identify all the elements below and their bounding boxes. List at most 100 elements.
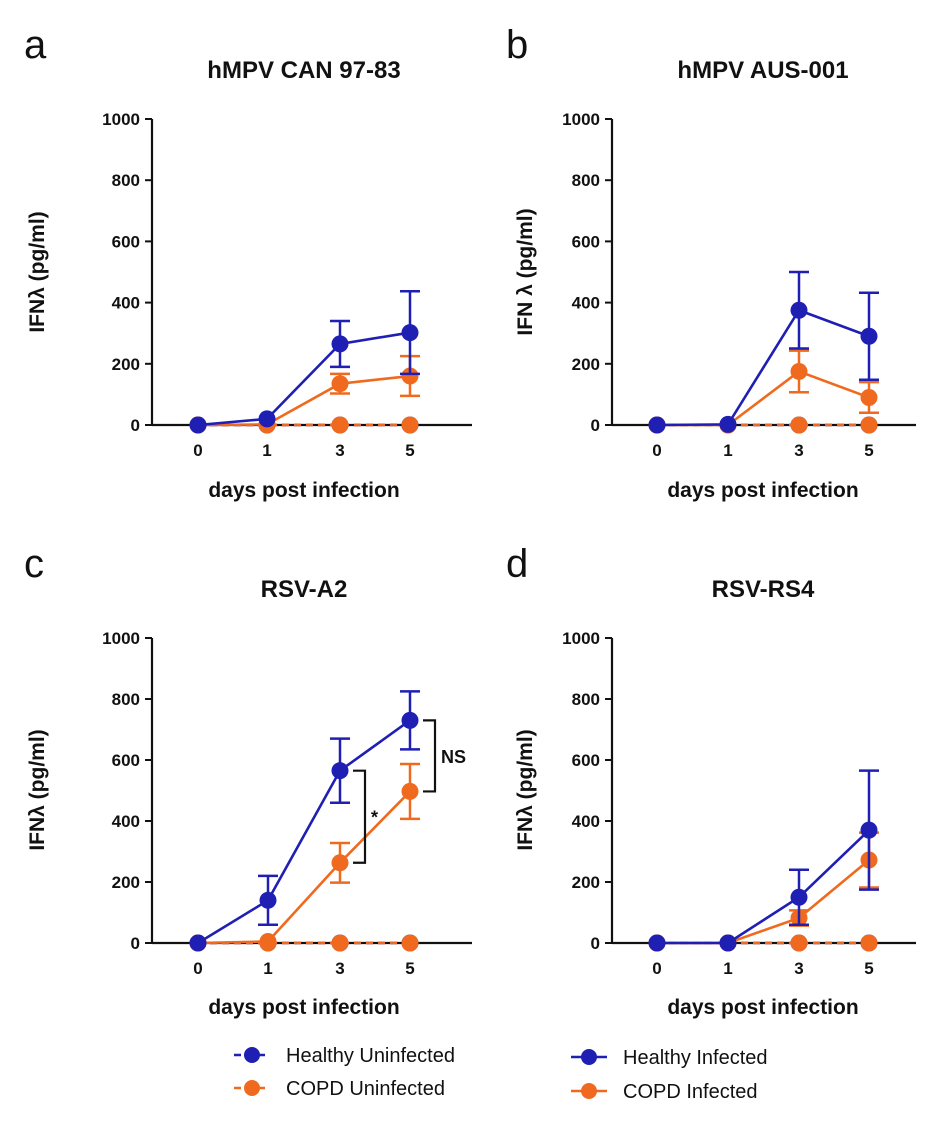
- data-point: [790, 416, 808, 434]
- significance-label: NS: [441, 747, 466, 767]
- data-point: [331, 934, 349, 952]
- panel-title: hMPV AUS-001: [677, 57, 848, 84]
- data-point: [860, 416, 878, 434]
- data-point: [719, 934, 737, 952]
- panel-title: RSV-RS4: [712, 576, 815, 603]
- data-point: [258, 410, 276, 428]
- legend-marker: [581, 1049, 597, 1065]
- y-tick-label: 800: [572, 171, 600, 190]
- x-tick-label: 3: [794, 959, 803, 978]
- panel-letter: b: [506, 23, 528, 67]
- x-tick-label: 0: [193, 959, 202, 978]
- panel-letter: d: [506, 542, 528, 586]
- legend-item-healthy-infected: Healthy Infected: [571, 1047, 768, 1069]
- legend-item-copd-infected: COPD Infected: [571, 1081, 758, 1103]
- bracket-line: [353, 769, 367, 864]
- plot-area-c: 0 200 400 600 800 1000 0 1 3 5 * NS: [102, 629, 472, 978]
- data-point: [648, 934, 666, 952]
- significance-bracket: *: [353, 769, 378, 864]
- legend-marker: [581, 1083, 597, 1099]
- panel-letter: a: [24, 23, 47, 67]
- y-tick-label: 600: [112, 232, 140, 251]
- panel-b: b hMPV AUS-001 0 200 400 600 800 1000 0 1 3 5 day…: [506, 23, 916, 502]
- data-point: [401, 416, 419, 434]
- plot-area-d: 0 200 400 600 800 1000 0 1 3 5: [562, 629, 916, 978]
- data-point: [401, 934, 419, 952]
- legend-marker: [244, 1080, 260, 1096]
- series-healthy-infected: [189, 690, 420, 952]
- series-line: [657, 369, 870, 427]
- panel-title: hMPV CAN 97-83: [207, 57, 400, 84]
- y-tick-label: 800: [572, 690, 600, 709]
- y-tick-label: 0: [131, 934, 140, 953]
- x-tick-label: 1: [723, 441, 732, 460]
- data-point: [790, 362, 808, 380]
- y-tick-label: 400: [112, 812, 140, 831]
- panel-letter: c: [24, 542, 44, 586]
- x-tick-label: 0: [652, 959, 661, 978]
- data-point: [860, 934, 878, 952]
- series-line: [656, 308, 870, 427]
- legend-label: COPD Infected: [623, 1081, 758, 1103]
- y-axis-label: IFN λ (pg/ml): [514, 208, 537, 335]
- x-tick-label: 5: [864, 959, 873, 978]
- data-point: [189, 416, 207, 434]
- y-tick-label: 800: [112, 690, 140, 709]
- y-tick-label: 400: [572, 294, 600, 313]
- data-point: [331, 416, 349, 434]
- data-point: [331, 375, 349, 393]
- x-tick-label: 5: [405, 441, 414, 460]
- panel-c: c RSV-A2 0 200 400 600 800 1000 0 1 3 5 * NS days p…: [24, 542, 472, 1019]
- panel-a: a hMPV CAN 97-83 0 200 400 600 800 1000 0 1 3 5 d…: [24, 23, 472, 502]
- data-point: [401, 324, 419, 342]
- series-healthy-infected: [189, 290, 420, 434]
- plot-area-a: 0 200 400 600 800 1000 0 1 3 5: [102, 110, 472, 460]
- legend-item-copd-uninfected: COPD Uninfected: [234, 1078, 445, 1100]
- x-axis-label: days post infection: [667, 996, 858, 1019]
- panel-d: d RSV-RS4 0 200 400 600 800 1000 0 1 3 5 days pos…: [506, 542, 916, 1019]
- x-tick-label: 5: [864, 441, 873, 460]
- x-tick-label: 3: [335, 441, 344, 460]
- data-point: [331, 854, 349, 872]
- x-tick-label: 1: [262, 441, 271, 460]
- y-tick-label: 600: [112, 751, 140, 770]
- series-line: [657, 829, 870, 945]
- y-tick-label: 0: [591, 416, 600, 435]
- data-point: [401, 367, 419, 385]
- y-tick-label: 1000: [102, 629, 140, 648]
- data-point: [331, 762, 349, 780]
- bracket-line: [423, 719, 437, 793]
- legend: Healthy Uninfected COPD Uninfected Healt…: [234, 1045, 768, 1103]
- y-tick-label: 200: [112, 873, 140, 892]
- x-axis-label: days post infection: [667, 479, 858, 502]
- data-point: [860, 327, 878, 345]
- x-axis-label: days post infection: [208, 479, 399, 502]
- series-copd-infected: [648, 349, 879, 434]
- y-tick-label: 1000: [562, 110, 600, 129]
- data-point: [648, 416, 666, 434]
- legend-marker: [244, 1047, 260, 1063]
- x-axis-label: days post infection: [208, 996, 399, 1019]
- x-tick-label: 3: [335, 959, 344, 978]
- y-axis-label: IFNλ (pg/ml): [26, 729, 49, 850]
- y-tick-label: 600: [572, 232, 600, 251]
- x-tick-label: 3: [794, 441, 803, 460]
- plot-area-b: 0 200 400 600 800 1000 0 1 3 5: [562, 110, 916, 460]
- significance-bracket: NS: [423, 719, 466, 793]
- series-copd-infected: [189, 762, 420, 952]
- y-tick-label: 1000: [562, 629, 600, 648]
- x-tick-label: 1: [723, 959, 732, 978]
- x-tick-label: 1: [263, 959, 272, 978]
- data-point: [860, 388, 878, 406]
- series-line: [197, 790, 411, 945]
- x-tick-label: 0: [193, 441, 202, 460]
- data-point: [860, 821, 878, 839]
- y-tick-label: 200: [572, 355, 600, 374]
- y-tick-label: 200: [112, 355, 140, 374]
- y-tick-label: 0: [591, 934, 600, 953]
- series-healthy-infected: [648, 769, 879, 952]
- data-point: [790, 888, 808, 906]
- data-point: [719, 415, 737, 433]
- legend-label: Healthy Infected: [623, 1047, 768, 1069]
- y-tick-label: 0: [131, 416, 140, 435]
